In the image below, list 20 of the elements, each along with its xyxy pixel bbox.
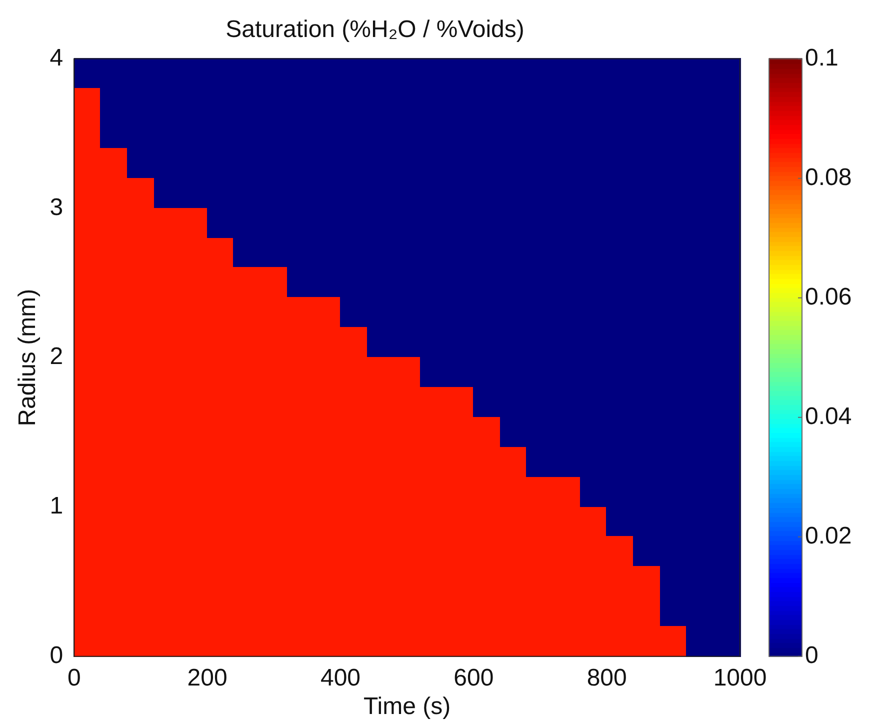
y-tick-label: 4 [50,44,64,72]
chart-title: Saturation (%H₂O / %Voids) [226,16,524,44]
x-axis-title: Time (s) [364,693,451,720]
color-bar-label: 0.08 [805,164,852,191]
x-tick-label: 800 [586,664,627,692]
y-tick-label: 0 [50,642,64,670]
color-bar-label: 0 [805,642,818,670]
color-bar-label: 0.06 [805,283,852,310]
x-tick-label: 200 [187,664,228,692]
x-tick-label: 1000 [713,664,767,692]
y-axis-title: Radius (mm) [14,288,42,426]
y-tick-label: 2 [50,343,64,370]
x-tick-label: 400 [320,664,361,692]
x-tick-label: 0 [67,664,81,692]
color-bar-label: 0.02 [805,522,852,550]
color-bar-label: 0.1 [805,44,838,72]
y-tick-label: 3 [50,194,64,221]
color-bar-label: 0.04 [805,402,852,430]
y-tick-label: 1 [50,492,64,520]
x-tick-label: 600 [454,664,494,692]
